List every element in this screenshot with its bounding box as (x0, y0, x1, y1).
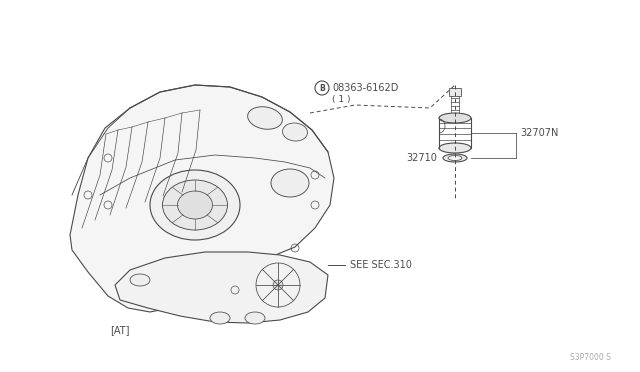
Ellipse shape (130, 274, 150, 286)
Text: ( 1 ): ( 1 ) (332, 94, 351, 103)
Text: [AT]: [AT] (110, 325, 129, 335)
Ellipse shape (210, 312, 230, 324)
Text: B: B (319, 83, 325, 93)
Text: S3P7000 S: S3P7000 S (570, 353, 611, 362)
Ellipse shape (150, 170, 240, 240)
Ellipse shape (163, 180, 227, 230)
Ellipse shape (282, 123, 307, 141)
Text: 08363-6162D: 08363-6162D (332, 83, 398, 93)
Ellipse shape (439, 113, 471, 123)
Text: 32710: 32710 (406, 153, 437, 163)
Text: SEE SEC.310: SEE SEC.310 (350, 260, 412, 270)
Ellipse shape (245, 312, 265, 324)
Polygon shape (449, 88, 461, 96)
Circle shape (273, 280, 283, 290)
Ellipse shape (443, 154, 467, 162)
Polygon shape (70, 85, 334, 312)
Ellipse shape (248, 107, 282, 129)
Polygon shape (115, 252, 328, 323)
Ellipse shape (448, 155, 462, 160)
Ellipse shape (439, 143, 471, 153)
Text: 32707N: 32707N (520, 128, 558, 138)
Ellipse shape (271, 169, 309, 197)
Ellipse shape (177, 191, 212, 219)
